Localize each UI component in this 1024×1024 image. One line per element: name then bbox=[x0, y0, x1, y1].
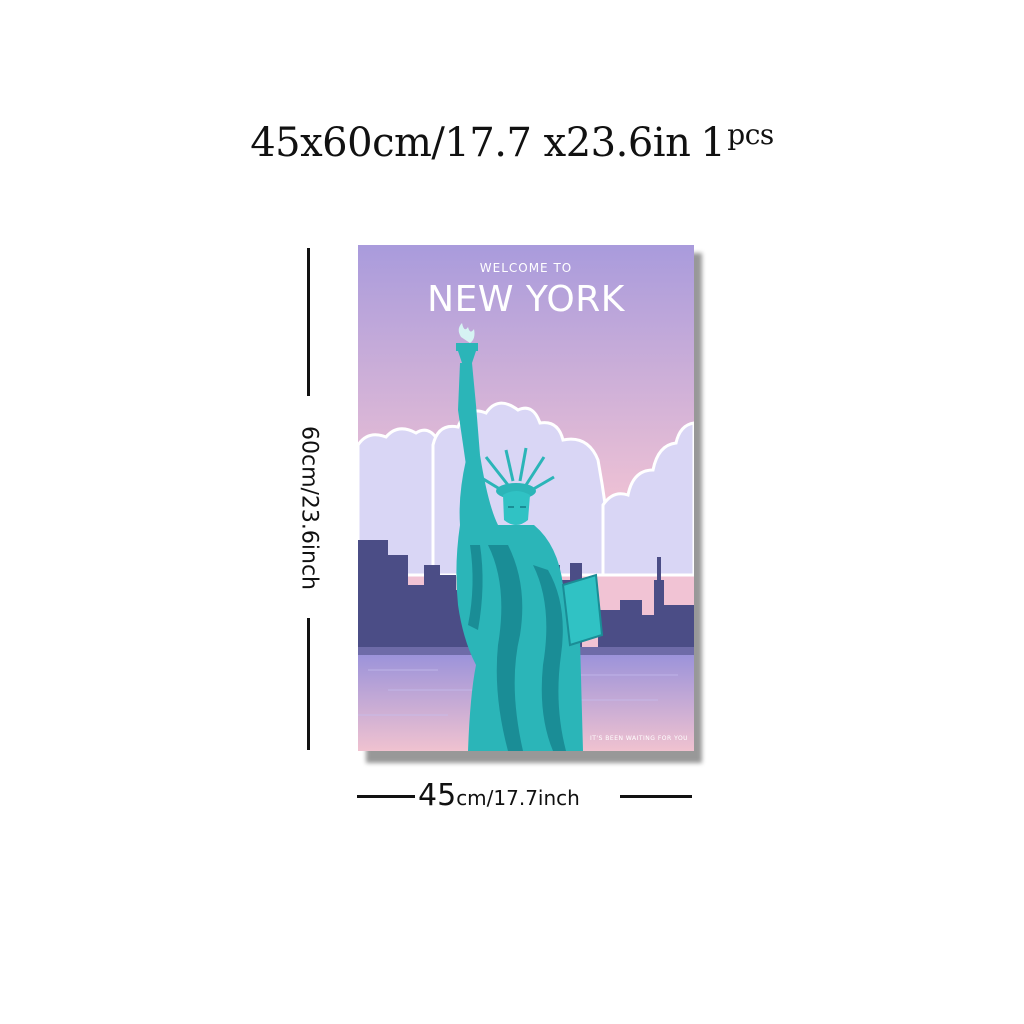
statue-of-liberty-icon bbox=[456, 323, 604, 751]
poster-title: NEW YORK bbox=[427, 279, 625, 320]
quantity-unit: pcs bbox=[727, 118, 774, 151]
width-unit: cm/17.7inch bbox=[456, 786, 580, 810]
poster-subtitle: WELCOME TO bbox=[479, 261, 573, 275]
poster-art bbox=[358, 245, 694, 751]
height-line-top bbox=[307, 248, 310, 396]
poster: WELCOME TO NEW YORK IT'S BEEN WAITING FO… bbox=[358, 245, 694, 751]
quantity: 1 bbox=[700, 120, 726, 166]
size-text: 45x60cm/17.7 x23.6in bbox=[250, 120, 691, 166]
width-line-right bbox=[620, 795, 692, 798]
height-label: 60cm/23.6inch bbox=[296, 425, 322, 591]
poster-canvas: WELCOME TO NEW YORK IT'S BEEN WAITING FO… bbox=[358, 245, 702, 763]
height-line-bottom bbox=[307, 618, 310, 750]
width-number: 45 bbox=[418, 778, 457, 813]
poster-tagline: IT'S BEEN WAITING FOR YOU bbox=[590, 735, 689, 742]
width-line-left bbox=[357, 795, 415, 798]
width-label: 45cm/17.7inch bbox=[418, 778, 580, 813]
size-headline: 45x60cm/17.7 x23.6in 1pcs bbox=[0, 118, 1024, 166]
